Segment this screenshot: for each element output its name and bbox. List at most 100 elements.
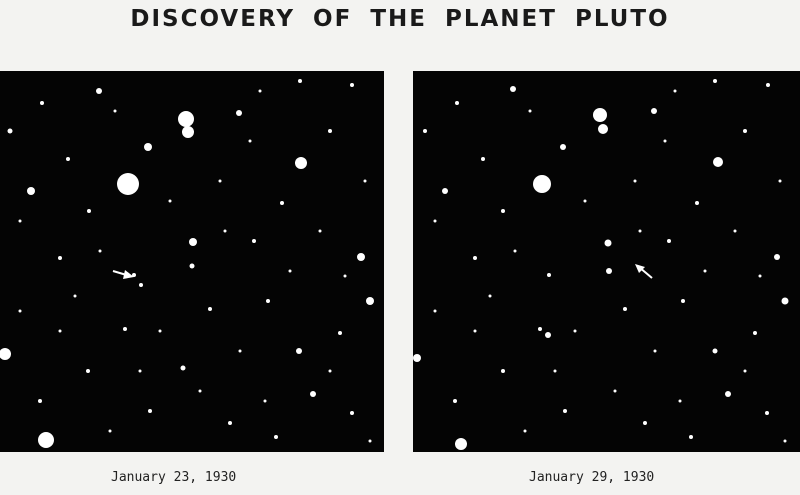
star (198, 389, 202, 393)
star (357, 253, 365, 261)
bright-star (117, 173, 139, 195)
star (547, 273, 551, 277)
star (189, 263, 195, 269)
bright-star (455, 438, 467, 450)
star (523, 429, 527, 433)
star (681, 299, 685, 303)
star (778, 179, 782, 183)
star (96, 88, 102, 94)
star (66, 157, 70, 161)
star (318, 229, 322, 233)
bright-star (713, 157, 723, 167)
star (58, 329, 62, 333)
star (765, 411, 769, 415)
bright-star (533, 175, 551, 193)
star (413, 354, 421, 362)
star (651, 108, 657, 114)
star (553, 369, 557, 373)
page-title: DISCOVERY OF THE PLANET PLUTO (130, 6, 670, 32)
star (338, 331, 342, 335)
star (86, 369, 90, 373)
star (138, 369, 142, 373)
bright-star (182, 126, 194, 138)
caption-january-23: January 23, 1930 (111, 470, 237, 485)
star (703, 269, 707, 273)
star (328, 129, 332, 133)
star (488, 294, 492, 298)
star (113, 109, 117, 113)
photo-plate-january-23 (0, 71, 384, 452)
star (538, 327, 542, 331)
caption-january-29: January 29, 1930 (529, 470, 655, 485)
star (783, 439, 787, 443)
bright-star (38, 432, 54, 448)
star (296, 348, 302, 354)
star (604, 239, 612, 247)
star (343, 274, 347, 278)
star (98, 249, 102, 253)
star (123, 327, 127, 331)
star (667, 239, 671, 243)
star (73, 294, 77, 298)
star (545, 332, 551, 338)
photo-plate-january-29 (413, 71, 800, 452)
star (208, 307, 212, 311)
star (266, 299, 270, 303)
star (633, 179, 637, 183)
star (223, 229, 227, 233)
star (252, 239, 256, 243)
star (238, 349, 242, 353)
star (274, 435, 278, 439)
star (7, 128, 13, 134)
star (350, 83, 354, 87)
star (248, 139, 252, 143)
star (781, 297, 789, 305)
star (108, 429, 112, 433)
star (87, 209, 91, 213)
star (713, 79, 717, 83)
star (280, 201, 284, 205)
star (258, 89, 262, 93)
bright-star (0, 348, 11, 360)
star (148, 409, 152, 413)
star (606, 268, 612, 274)
star (350, 411, 354, 415)
star (236, 110, 242, 116)
star (481, 157, 485, 161)
star (180, 365, 186, 371)
star (695, 201, 699, 205)
star (433, 219, 437, 223)
star (473, 256, 477, 260)
bright-star (593, 108, 607, 122)
star (132, 273, 136, 277)
star (613, 389, 617, 393)
star (168, 199, 172, 203)
star (58, 256, 62, 260)
star (753, 331, 757, 335)
star (366, 297, 374, 305)
star (743, 369, 747, 373)
star (766, 83, 770, 87)
star (758, 274, 762, 278)
bright-star (295, 157, 307, 169)
star (638, 229, 642, 233)
pluto-arrow-indicator (112, 270, 134, 279)
star (733, 229, 737, 233)
star (573, 329, 577, 333)
star (433, 309, 437, 313)
star (27, 187, 35, 195)
star (263, 399, 267, 403)
star (623, 307, 627, 311)
star (38, 399, 42, 403)
star (689, 435, 693, 439)
star (673, 89, 677, 93)
star (678, 399, 682, 403)
star (663, 139, 667, 143)
star (139, 283, 143, 287)
star (310, 391, 316, 397)
star (218, 179, 222, 183)
star (725, 391, 731, 397)
star (513, 249, 517, 253)
star (643, 421, 647, 425)
star (288, 269, 292, 273)
